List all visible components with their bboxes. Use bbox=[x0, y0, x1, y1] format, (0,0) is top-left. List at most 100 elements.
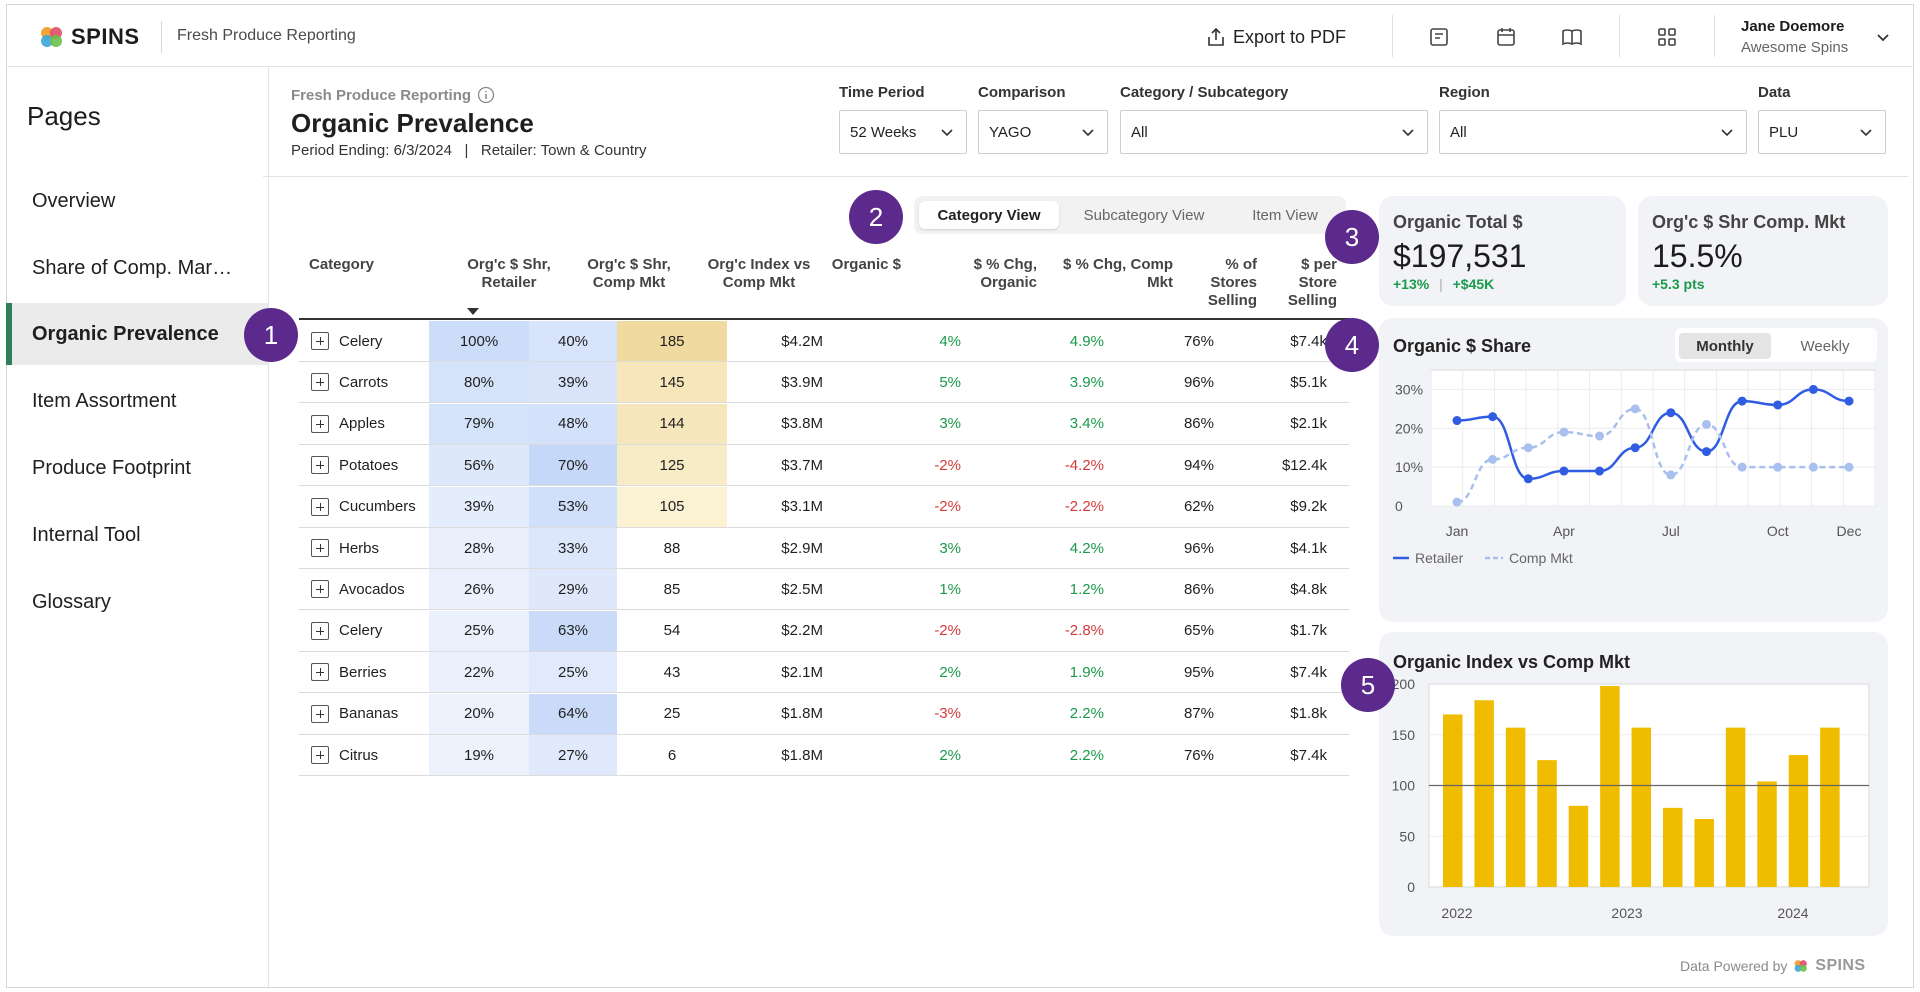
data-point bbox=[1488, 412, 1498, 422]
tab-item-view[interactable]: Item View bbox=[1252, 206, 1318, 224]
toggle-weekly[interactable]: Weekly bbox=[1800, 337, 1850, 355]
data-point bbox=[1737, 462, 1747, 472]
cell-organic: $3.1M bbox=[781, 498, 823, 516]
expand-row-icon[interactable] bbox=[311, 414, 329, 433]
header-index[interactable]: Org'c Index vs Comp Mkt bbox=[707, 256, 811, 291]
table-row[interactable]: Potatoes 56% 70% 125 $3.7M -2% -4.2% 94% $12.4k bbox=[299, 445, 1349, 487]
data-select[interactable]: PLU bbox=[1758, 110, 1886, 154]
cell-per-store: $4.8k bbox=[1290, 580, 1327, 598]
table-row[interactable]: Berries 22% 25% 43 $2.1M 2% 1.9% 95% $7.4k bbox=[299, 652, 1349, 694]
expand-row-icon[interactable] bbox=[311, 539, 329, 557]
callout-badge-3: 3 bbox=[1325, 210, 1379, 264]
cell-chg-comp: -4.2% bbox=[1064, 456, 1104, 474]
apps-grid-icon[interactable] bbox=[1655, 25, 1679, 49]
cell-chg-comp: 2.2% bbox=[1069, 705, 1104, 723]
cell-chg-comp: 4.9% bbox=[1069, 332, 1104, 350]
comparison-select[interactable]: YAGO bbox=[978, 110, 1108, 154]
expand-row-icon[interactable] bbox=[311, 621, 329, 640]
header-per-store[interactable]: $ per Store Selling bbox=[1287, 256, 1337, 309]
notes-icon[interactable] bbox=[1427, 25, 1451, 49]
y-tick-label: 0 bbox=[1407, 879, 1415, 895]
book-icon[interactable] bbox=[1560, 25, 1584, 49]
data-point bbox=[1808, 384, 1818, 394]
table-row[interactable]: Cucumbers 39% 53% 105 $3.1M -2% -2.2% 62% $9.2k bbox=[299, 486, 1349, 528]
logo-text: SPINS bbox=[71, 24, 140, 49]
sidebar-item-produce-footprint[interactable]: Produce Footprint bbox=[32, 456, 191, 479]
kpi-card-organic-total: Organic Total $ $197,531 +13% | +$45K bbox=[1379, 196, 1626, 306]
header-category[interactable]: Category bbox=[309, 256, 375, 273]
header-stores-selling[interactable]: % of Stores Selling bbox=[1207, 256, 1257, 309]
region-select[interactable]: All bbox=[1439, 110, 1747, 154]
kpi-change-separator: | bbox=[1439, 276, 1443, 292]
sidebar-item-internal-tool[interactable]: Internal Tool bbox=[32, 523, 141, 546]
header-chg-comp[interactable]: $ % Chg, Comp Mkt bbox=[1062, 256, 1173, 291]
sort-desc-icon[interactable] bbox=[467, 308, 479, 315]
export-pdf-button[interactable]: Export to PDF bbox=[1207, 21, 1346, 53]
calendar-icon[interactable] bbox=[1494, 25, 1518, 49]
bar bbox=[1820, 727, 1840, 887]
callout-badge-2: 2 bbox=[849, 190, 903, 244]
table-row[interactable]: Carrots 80% 39% 145 $3.9M 5% 3.9% 96% $5.1k bbox=[299, 362, 1349, 404]
data-point bbox=[1808, 462, 1818, 472]
sidebar: Pages bbox=[7, 67, 269, 987]
tab-category-view[interactable]: Category View bbox=[919, 201, 1059, 229]
y-tick-label: 200 bbox=[1392, 676, 1416, 692]
cell-organic: $2.5M bbox=[781, 580, 823, 598]
table-row[interactable]: Bananas 20% 64% 25 $1.8M -3% 2.2% 87% $1.8k bbox=[299, 693, 1349, 735]
cell-category: Carrots bbox=[339, 373, 389, 391]
cell-organic: $1.8M bbox=[781, 705, 823, 723]
callout-badge-1: 1 bbox=[244, 308, 298, 362]
view-tabs: Category View Subcategory View Item View bbox=[914, 196, 1346, 234]
cell-per-store: $4.1k bbox=[1290, 539, 1327, 557]
cell-per-store: $5.1k bbox=[1290, 373, 1327, 391]
bar bbox=[1631, 727, 1652, 887]
y-tick-label: 50 bbox=[1399, 828, 1415, 844]
cell-shr-ret: 79% bbox=[429, 403, 529, 444]
info-icon[interactable] bbox=[477, 86, 495, 104]
cell-shr-ret: 39% bbox=[429, 486, 529, 527]
cell-index: 54 bbox=[663, 622, 681, 640]
table-row[interactable]: Apples 79% 48% 144 $3.8M 3% 3.4% 86% $2.1k bbox=[299, 403, 1349, 445]
cell-index: 85 bbox=[663, 580, 681, 598]
cell-chg-org: 5% bbox=[939, 373, 961, 391]
cell-chg-comp: 4.2% bbox=[1069, 539, 1104, 557]
bar bbox=[1474, 700, 1494, 887]
table-row[interactable]: Celery 100% 40% 185 $4.2M 4% 4.9% 76% $7.4k bbox=[299, 321, 1349, 362]
sidebar-item-overview[interactable]: Overview bbox=[32, 189, 116, 212]
table-row[interactable]: Citrus 19% 27% 6 $1.8M 2% 2.2% 76% $7.4k bbox=[299, 735, 1349, 776]
expand-row-icon[interactable] bbox=[311, 663, 329, 682]
expand-row-icon[interactable] bbox=[311, 497, 329, 516]
sidebar-item-item-assortment[interactable]: Item Assortment bbox=[32, 389, 177, 412]
table-row[interactable]: Celery 25% 63% 54 $2.2M -2% -2.8% 65% $1.7k bbox=[299, 610, 1349, 652]
page-title: Organic Prevalence bbox=[291, 108, 534, 138]
header-shr-retailer[interactable]: Org'c $ Shr, Retailer bbox=[467, 256, 551, 291]
expand-row-icon[interactable] bbox=[311, 746, 329, 764]
tab-subcategory-view[interactable]: Subcategory View bbox=[1083, 206, 1205, 224]
sidebar-item-glossary[interactable]: Glossary bbox=[32, 590, 111, 613]
cell-shr-comp: 53% bbox=[529, 486, 617, 527]
sidebar-item-share-of-comp-market[interactable]: Share of Comp. Mar… bbox=[32, 256, 233, 279]
expand-row-icon[interactable] bbox=[311, 332, 329, 350]
expand-row-icon[interactable] bbox=[311, 456, 329, 475]
chevron-down-icon[interactable] bbox=[1875, 29, 1891, 45]
filter-label-time-period: Time Period bbox=[839, 84, 925, 101]
logo-divider bbox=[161, 21, 162, 53]
header-shr-comp-mkt[interactable]: Org'c $ Shr, Comp Mkt bbox=[587, 256, 671, 291]
toggle-monthly[interactable]: Monthly bbox=[1679, 333, 1771, 359]
category-select[interactable]: All bbox=[1120, 110, 1428, 154]
chevron-down-icon bbox=[1721, 129, 1733, 137]
expand-row-icon[interactable] bbox=[311, 580, 329, 599]
spins-logo[interactable]: SPINS bbox=[39, 24, 140, 50]
time-period-select[interactable]: 52 Weeks bbox=[839, 110, 967, 154]
header-organic-dollars[interactable]: Organic $ bbox=[831, 256, 901, 273]
expand-row-icon[interactable] bbox=[311, 704, 329, 723]
cell-chg-comp: 1.2% bbox=[1069, 580, 1104, 598]
header-chg-organic[interactable]: $ % Chg, Organic bbox=[973, 256, 1037, 291]
sidebar-item-organic-prevalence[interactable]: Organic Prevalence bbox=[6, 303, 268, 365]
expand-row-icon[interactable] bbox=[311, 373, 329, 392]
table-row[interactable]: Herbs 28% 33% 88 $2.9M 3% 4.2% 96% $4.1k bbox=[299, 528, 1349, 569]
user-name[interactable]: Jane Doemore bbox=[1741, 18, 1845, 35]
kpi-change-pct: +13% bbox=[1393, 276, 1430, 292]
table-row[interactable]: Avocados 26% 29% 85 $2.5M 1% 1.2% 86% $4.8k bbox=[299, 569, 1349, 611]
cell-shr-ret: 80% bbox=[429, 362, 529, 403]
